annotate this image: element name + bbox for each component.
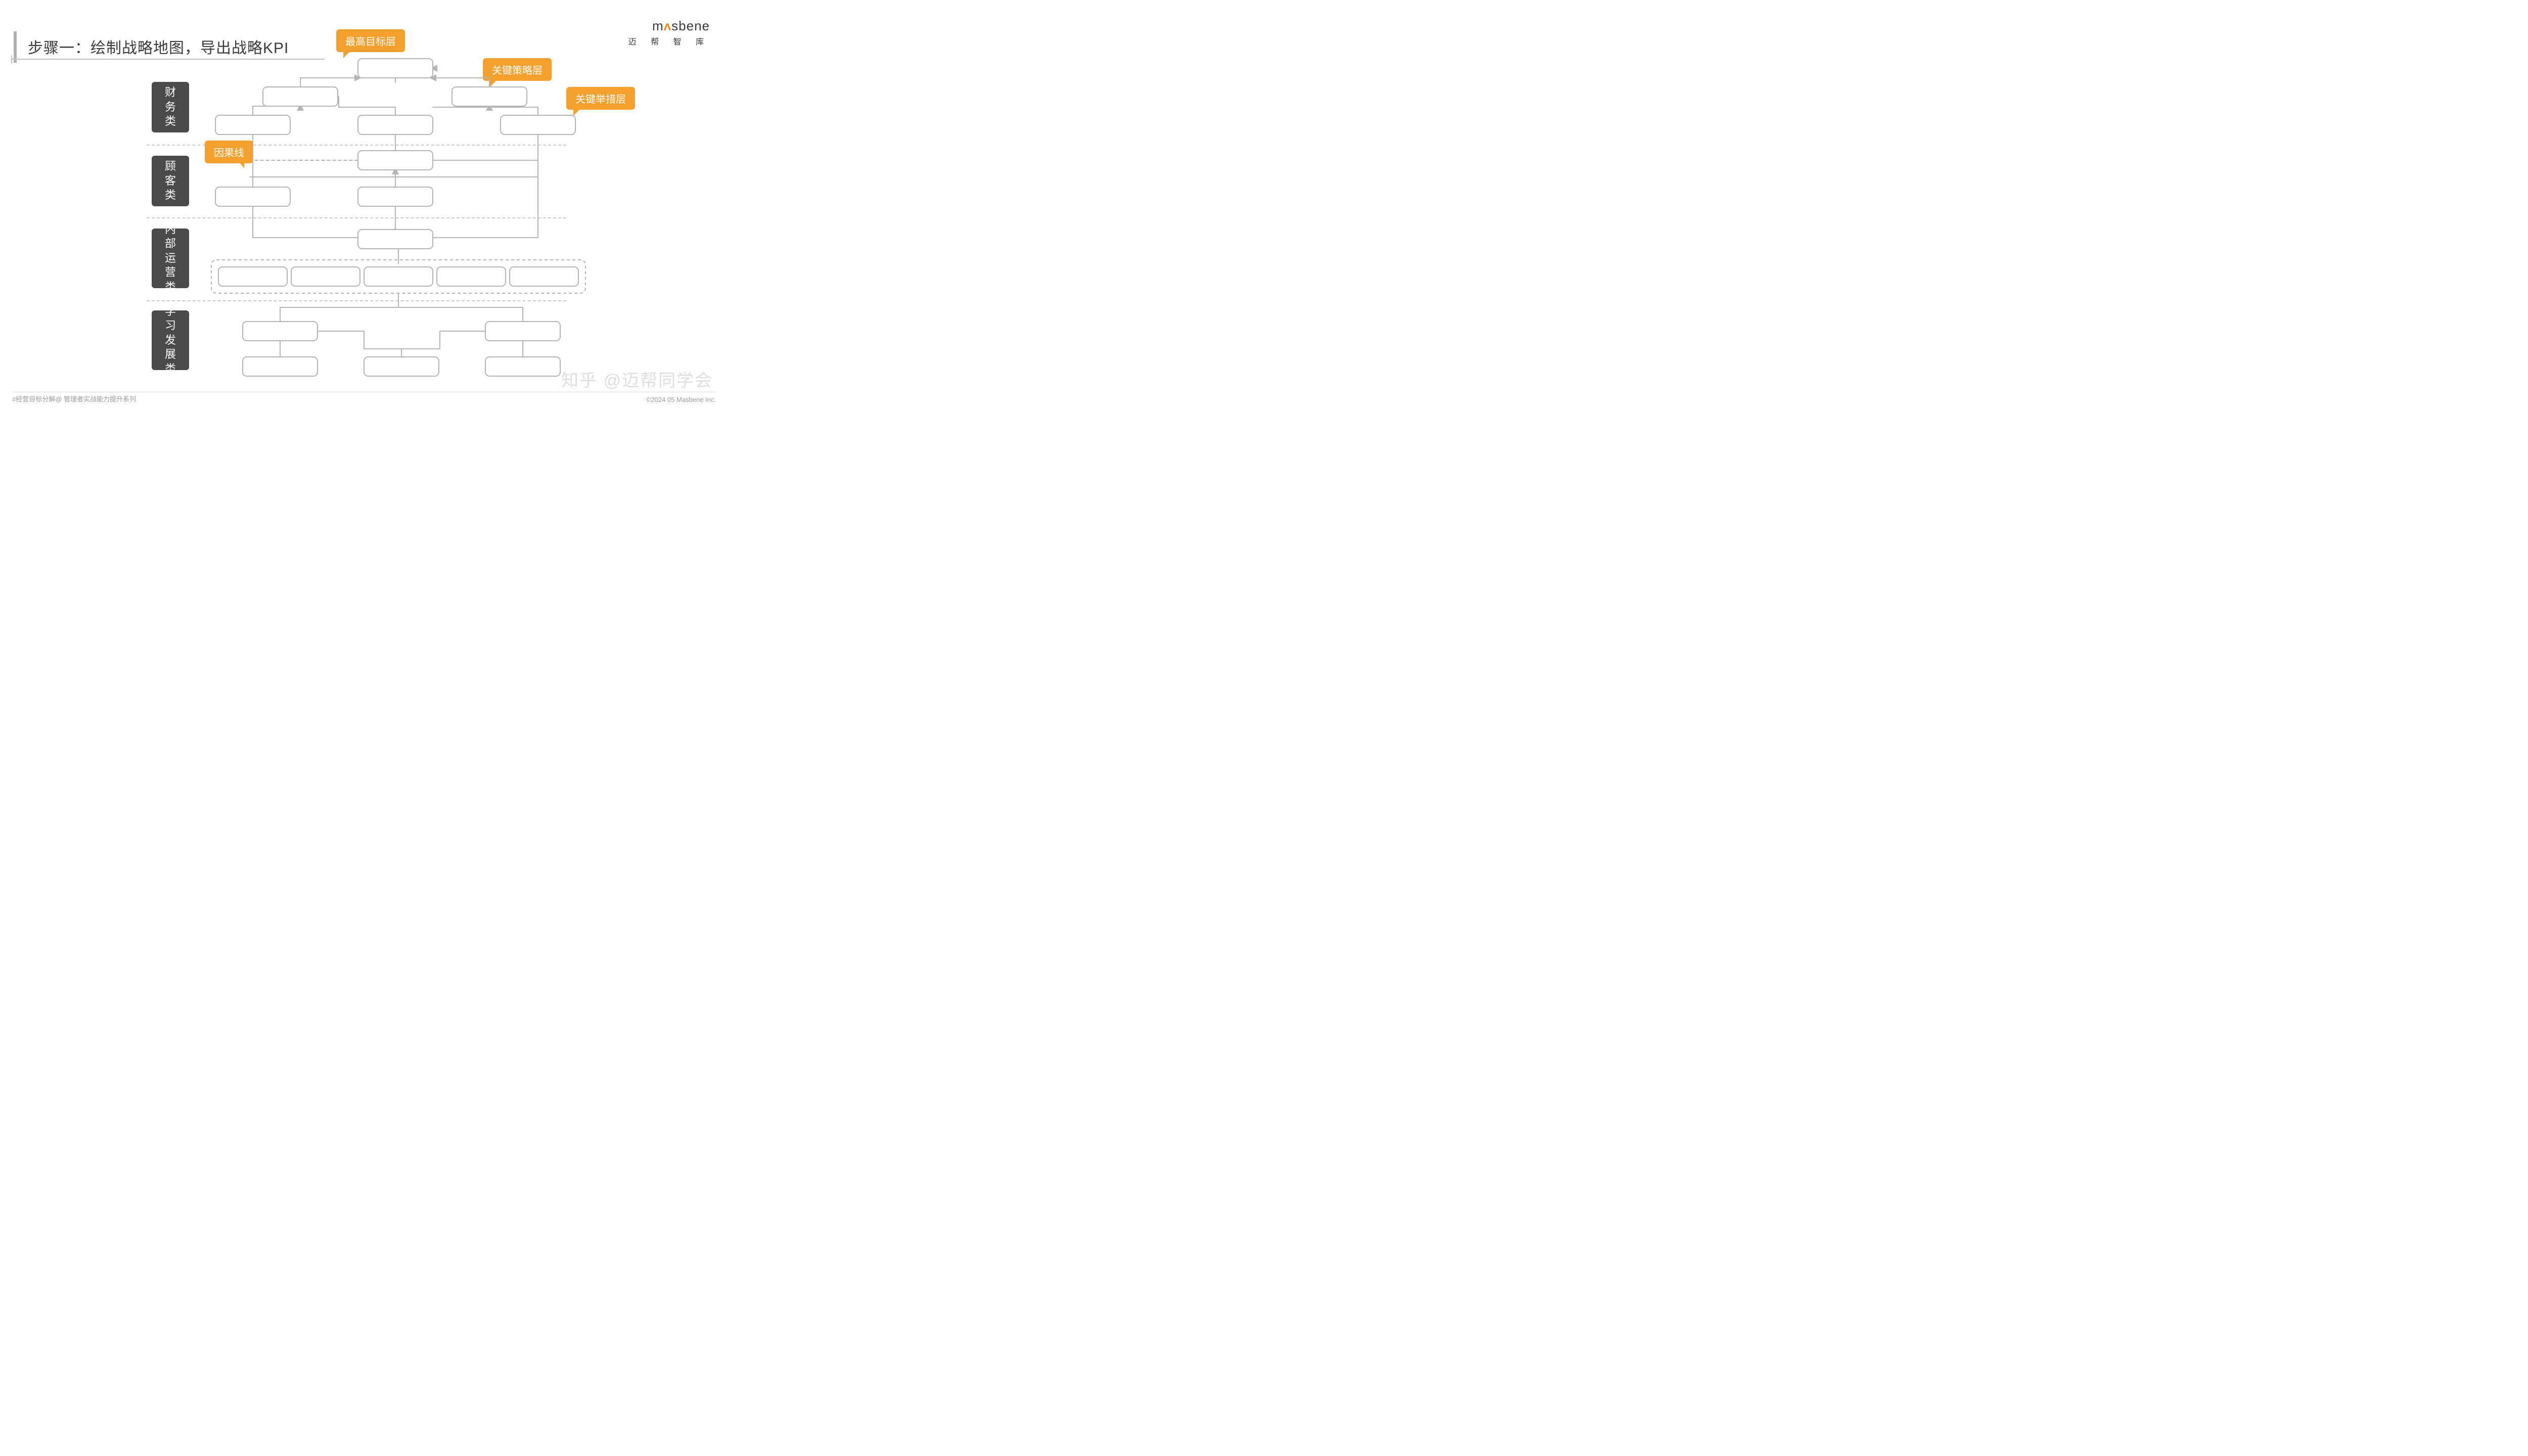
callout-key_strat: 关键策略层 bbox=[483, 58, 552, 81]
logo-subtitle: 迈 帮 智 库 bbox=[628, 35, 710, 47]
footer-left: #经营目标分解@ 管理者实战能力提升系列 bbox=[12, 394, 136, 403]
footer-right: ©2024 05 Masbene Inc. bbox=[646, 396, 716, 403]
strategy-map-diagram bbox=[0, 0, 728, 410]
watermark: 知乎 @迈帮同学会 bbox=[561, 367, 713, 391]
category-customer: 顾客类 bbox=[152, 156, 189, 206]
logo-wordmark: mʌsbene bbox=[628, 18, 710, 34]
category-finance: 财务类 bbox=[152, 82, 189, 132]
logo-post: sbene bbox=[671, 18, 710, 33]
category-internal: 内部运营类 bbox=[152, 229, 189, 288]
title-block: 步骤一：绘制战略地图，导出战略KPI bbox=[28, 35, 289, 58]
slide: 步骤一：绘制战略地图，导出战略KPI mʌsbene 迈 帮 智 库 财务类顾客… bbox=[0, 0, 728, 410]
callout-causal: 因果线 bbox=[205, 141, 253, 163]
section-separator-1 bbox=[147, 217, 566, 218]
logo-accent: ʌ bbox=[664, 18, 671, 33]
title-accent-bar bbox=[14, 31, 17, 63]
category-learn: 学习发展类 bbox=[152, 310, 189, 370]
slide-title: 步骤一：绘制战略地图，导出战略KPI bbox=[28, 35, 289, 58]
logo: mʌsbene 迈 帮 智 库 bbox=[628, 18, 710, 47]
title-underline bbox=[11, 59, 325, 60]
logo-pre: m bbox=[652, 18, 664, 33]
callout-top_goal: 最高目标层 bbox=[336, 29, 405, 52]
title-tick bbox=[11, 55, 12, 63]
section-separator-2 bbox=[147, 300, 566, 301]
callout-key_action: 关键举措层 bbox=[566, 87, 635, 110]
